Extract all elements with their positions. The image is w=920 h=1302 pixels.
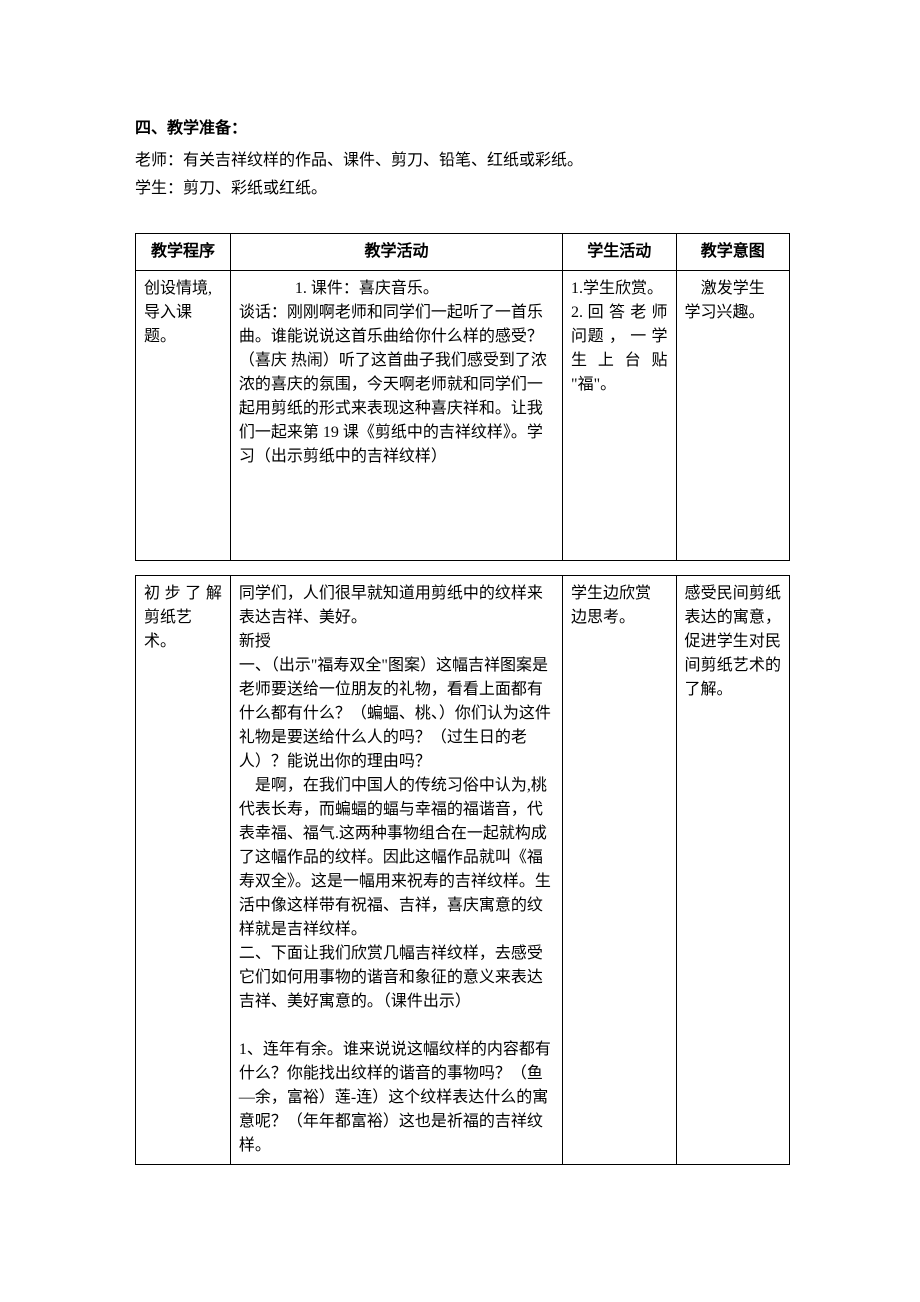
header-procedure: 教学程序 bbox=[136, 234, 231, 271]
activity-paragraph: 谈话：刚刚啊老师和同学们一起听了一首乐曲。谁能说说这首乐曲给你什么样的感受？（喜… bbox=[239, 304, 547, 465]
cell-intent: 激发学生 学习兴趣。 bbox=[676, 271, 789, 561]
lesson-table-2-wrap: 初 步 了 解 剪纸艺术。 同学们，人们很早就知道用剪纸中的纹样来表达吉祥、美好… bbox=[135, 575, 790, 1165]
student-line: 边思考。 bbox=[571, 606, 667, 630]
activity-paragraph: 同学们，人们很早就知道用剪纸中的纹样来表达吉祥、美好。 bbox=[239, 585, 543, 626]
activity-paragraph: 一、（出示"福寿双全"图案）这幅吉祥图案是老师要送给一位朋友的礼物，看看上面都有… bbox=[239, 657, 551, 770]
cell-student: 1.学生欣赏。 2. 回 答 老 师 问题 ， 一 学 生 上 台 贴 "福"。 bbox=[563, 271, 676, 561]
student-line: 学生边欣赏 bbox=[571, 582, 667, 606]
document-page: 四、教学准备： 老师：有关吉祥纹样的作品、课件、剪刀、铅笔、红纸或彩纸。 学生：… bbox=[0, 0, 920, 1225]
table-row: 初 步 了 解 剪纸艺术。 同学们，人们很早就知道用剪纸中的纹样来表达吉祥、美好… bbox=[136, 576, 790, 1165]
lesson-table-1-wrap: 教学程序 教学活动 学生活动 教学意图 创设情境, 导入课题。 1. 课件：喜庆… bbox=[135, 233, 790, 561]
table-header-row: 教学程序 教学活动 学生活动 教学意图 bbox=[136, 234, 790, 271]
student-line: "福"。 bbox=[571, 373, 667, 397]
student-line: 问题 ， 一 学 bbox=[571, 325, 667, 349]
activity-paragraph: 二、下面让我们欣赏几幅吉祥纹样，去感受它们如何用事物的谐音和象征的意义来表达吉祥… bbox=[239, 945, 543, 1010]
student-line: 1.学生欣赏。 bbox=[571, 277, 667, 301]
cell-procedure: 创设情境, 导入课题。 bbox=[136, 271, 231, 561]
intent-line: 学习兴趣。 bbox=[685, 301, 781, 325]
activity-paragraph: 1、连年有余。谁来说说这幅纹样的内容都有什么？你能找出纹样的谐音的事物吗？（鱼—… bbox=[239, 1041, 551, 1154]
header-intent: 教学意图 bbox=[676, 234, 789, 271]
intent-line: 激发学生 bbox=[685, 277, 781, 301]
cell-activity: 1. 课件：喜庆音乐。 谈话：刚刚啊老师和同学们一起听了一首乐曲。谁能说说这首乐… bbox=[230, 271, 562, 561]
proc-line: 初 步 了 解 bbox=[144, 582, 222, 606]
student-line: 2. 回 答 老 师 bbox=[571, 301, 667, 325]
cell-student: 学生边欣赏 边思考。 bbox=[563, 576, 676, 1165]
proc-line: 创设情境, bbox=[144, 277, 222, 301]
cell-activity: 同学们，人们很早就知道用剪纸中的纹样来表达吉祥、美好。 新授 一、（出示"福寿双… bbox=[230, 576, 562, 1165]
lesson-table-1: 教学程序 教学活动 学生活动 教学意图 创设情境, 导入课题。 1. 课件：喜庆… bbox=[135, 233, 790, 561]
prep-teacher-line: 老师：有关吉祥纹样的作品、课件、剪刀、铅笔、红纸或彩纸。 bbox=[135, 147, 790, 175]
header-activity: 教学活动 bbox=[230, 234, 562, 271]
section-4-heading: 四、教学准备： bbox=[135, 115, 790, 143]
table-gap bbox=[135, 561, 790, 575]
spacer bbox=[239, 469, 554, 554]
activity-line: 1. 课件：喜庆音乐。 bbox=[239, 277, 554, 301]
activity-paragraph: 新授 bbox=[239, 633, 271, 650]
intent-paragraph: 感受民间剪纸表达的寓意，促进学生对民间剪纸艺术的了解。 bbox=[685, 585, 781, 698]
proc-line: 剪纸艺术。 bbox=[144, 606, 222, 654]
cell-procedure: 初 步 了 解 剪纸艺术。 bbox=[136, 576, 231, 1165]
activity-paragraph: 是啊，在我们中国人的传统习俗中认为,桃代表长寿，而蝙蝠的蝠与幸福的福谐音，代表幸… bbox=[239, 774, 554, 942]
prep-student-line: 学生：剪刀、彩纸或红纸。 bbox=[135, 175, 790, 203]
proc-line: 导入课题。 bbox=[144, 301, 222, 349]
table-row: 创设情境, 导入课题。 1. 课件：喜庆音乐。 谈话：刚刚啊老师和同学们一起听了… bbox=[136, 271, 790, 561]
student-line: 生 上 台 贴 bbox=[571, 349, 667, 373]
spacer bbox=[239, 1014, 554, 1024]
lesson-table-2: 初 步 了 解 剪纸艺术。 同学们，人们很早就知道用剪纸中的纹样来表达吉祥、美好… bbox=[135, 575, 790, 1165]
cell-intent: 感受民间剪纸表达的寓意，促进学生对民间剪纸艺术的了解。 bbox=[676, 576, 789, 1165]
header-student: 学生活动 bbox=[563, 234, 676, 271]
